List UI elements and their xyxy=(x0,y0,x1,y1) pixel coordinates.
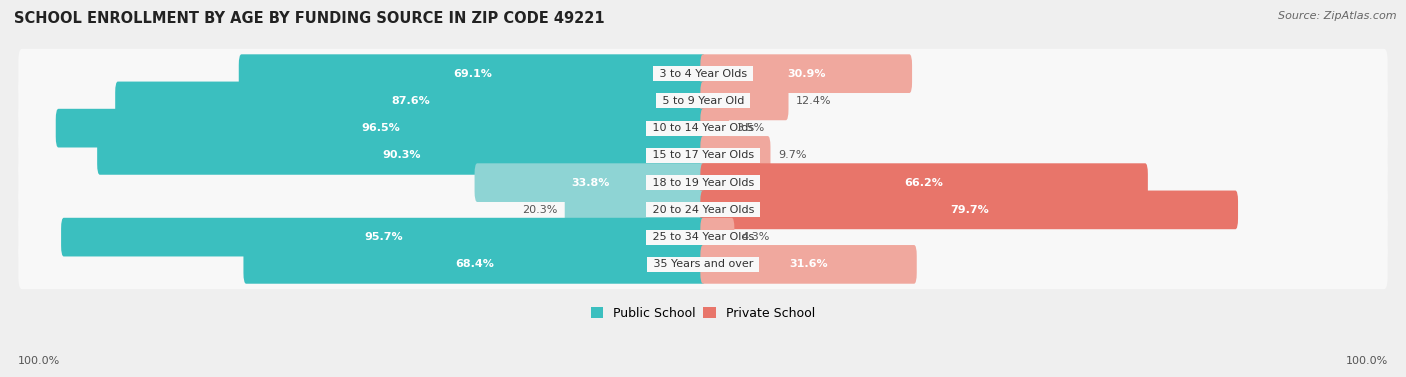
Text: 5 to 9 Year Old: 5 to 9 Year Old xyxy=(658,96,748,106)
Text: 12.4%: 12.4% xyxy=(796,96,831,106)
FancyBboxPatch shape xyxy=(700,245,917,284)
Text: 95.7%: 95.7% xyxy=(364,232,402,242)
Text: 96.5%: 96.5% xyxy=(361,123,401,133)
FancyBboxPatch shape xyxy=(700,54,912,93)
Text: 68.4%: 68.4% xyxy=(456,259,494,270)
Text: 66.2%: 66.2% xyxy=(904,178,943,188)
FancyBboxPatch shape xyxy=(115,81,706,120)
FancyBboxPatch shape xyxy=(18,158,1388,207)
Text: 100.0%: 100.0% xyxy=(1346,356,1388,366)
Text: 3.5%: 3.5% xyxy=(737,123,765,133)
FancyBboxPatch shape xyxy=(18,185,1388,234)
Text: 87.6%: 87.6% xyxy=(391,96,430,106)
Text: 90.3%: 90.3% xyxy=(382,150,420,160)
FancyBboxPatch shape xyxy=(18,212,1388,262)
FancyBboxPatch shape xyxy=(56,109,706,147)
Text: 79.7%: 79.7% xyxy=(950,205,988,215)
FancyBboxPatch shape xyxy=(18,130,1388,180)
FancyBboxPatch shape xyxy=(700,163,1147,202)
Text: 20 to 24 Year Olds: 20 to 24 Year Olds xyxy=(648,205,758,215)
Text: 35 Years and over: 35 Years and over xyxy=(650,259,756,270)
Text: 3 to 4 Year Olds: 3 to 4 Year Olds xyxy=(655,69,751,79)
Text: 15 to 17 Year Olds: 15 to 17 Year Olds xyxy=(648,150,758,160)
FancyBboxPatch shape xyxy=(18,239,1388,289)
FancyBboxPatch shape xyxy=(700,81,789,120)
Text: 69.1%: 69.1% xyxy=(453,69,492,79)
Text: 100.0%: 100.0% xyxy=(18,356,60,366)
Legend: Public School, Private School: Public School, Private School xyxy=(591,307,815,320)
FancyBboxPatch shape xyxy=(700,190,1239,229)
FancyBboxPatch shape xyxy=(700,136,770,175)
Text: 4.3%: 4.3% xyxy=(742,232,770,242)
FancyBboxPatch shape xyxy=(239,54,706,93)
Text: 33.8%: 33.8% xyxy=(571,178,609,188)
FancyBboxPatch shape xyxy=(97,136,706,175)
FancyBboxPatch shape xyxy=(475,163,706,202)
FancyBboxPatch shape xyxy=(700,109,730,147)
Text: 20.3%: 20.3% xyxy=(522,205,557,215)
FancyBboxPatch shape xyxy=(700,218,734,256)
Text: 10 to 14 Year Olds: 10 to 14 Year Olds xyxy=(648,123,758,133)
Text: 30.9%: 30.9% xyxy=(787,69,825,79)
FancyBboxPatch shape xyxy=(565,190,706,229)
Text: 18 to 19 Year Olds: 18 to 19 Year Olds xyxy=(648,178,758,188)
FancyBboxPatch shape xyxy=(18,76,1388,126)
Text: Source: ZipAtlas.com: Source: ZipAtlas.com xyxy=(1278,11,1396,21)
FancyBboxPatch shape xyxy=(18,103,1388,153)
Text: 31.6%: 31.6% xyxy=(789,259,828,270)
FancyBboxPatch shape xyxy=(243,245,706,284)
Text: 25 to 34 Year Olds: 25 to 34 Year Olds xyxy=(648,232,758,242)
Text: SCHOOL ENROLLMENT BY AGE BY FUNDING SOURCE IN ZIP CODE 49221: SCHOOL ENROLLMENT BY AGE BY FUNDING SOUR… xyxy=(14,11,605,26)
Text: 9.7%: 9.7% xyxy=(778,150,806,160)
FancyBboxPatch shape xyxy=(18,49,1388,98)
FancyBboxPatch shape xyxy=(60,218,706,256)
